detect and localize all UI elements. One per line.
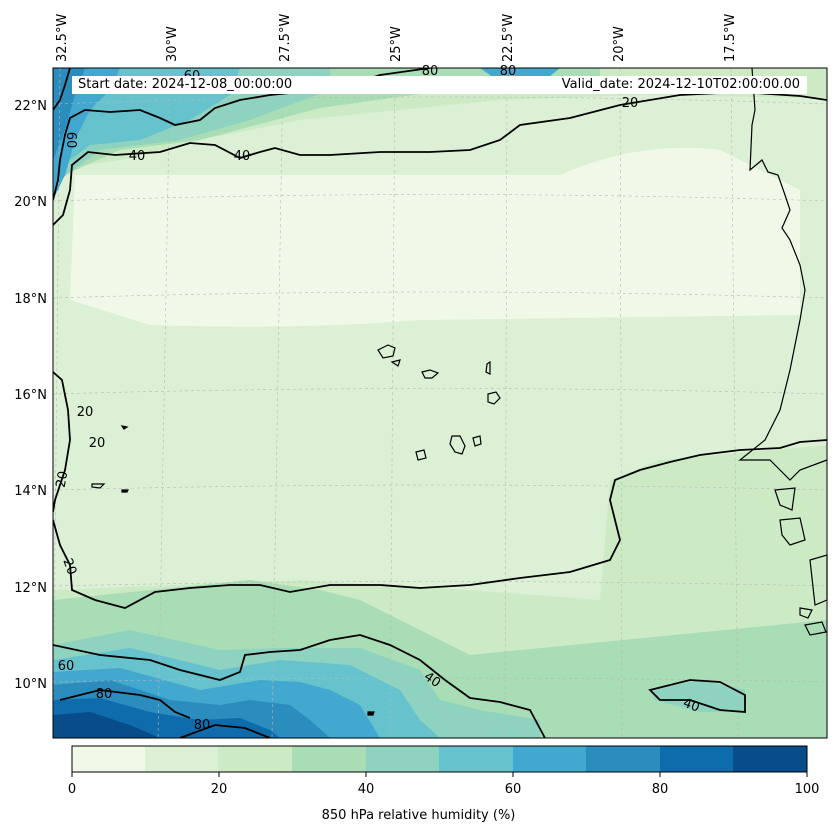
colorbar-ticks [71, 772, 808, 777]
colorbar-segment [218, 746, 292, 772]
fill-70-80-north [53, 68, 85, 160]
contour-label: 20 [59, 556, 79, 577]
colorbar-tick-label: 0 [68, 782, 76, 797]
lon-label: 30°W [165, 26, 180, 62]
contour-label: 40 [129, 149, 146, 164]
colorbar-tick-label: 40 [358, 782, 375, 797]
colorbar-frame [71, 745, 808, 773]
colorbar-tick-label: 100 [795, 782, 820, 797]
contour-label: 20 [89, 436, 106, 451]
coastlines [91, 67, 828, 716]
contour-label: 40 [234, 149, 251, 164]
colorbar-segment [660, 746, 734, 772]
contour-label: 80 [500, 64, 517, 79]
colorbar-segment [292, 746, 366, 772]
contour-label: 40 [681, 696, 702, 716]
lon-label: 20°W [612, 26, 627, 62]
lon-label: 17.5°W [723, 14, 738, 62]
colorbar-tick-label: 80 [652, 782, 669, 797]
colorbar-segment [513, 746, 587, 772]
colorbar-segment [72, 746, 146, 772]
fill-0-10 [70, 147, 800, 327]
lat-label: 14°N [14, 484, 47, 499]
colorbar-title: 850 hPa relative humidity (%) [321, 808, 516, 823]
contour-label: 80 [422, 64, 439, 79]
map-frame [52, 67, 828, 739]
colorbar: 0 20 40 60 80 100 [68, 745, 820, 797]
lon-label: 32.5°W [55, 14, 70, 62]
lon-label: 25°W [389, 26, 404, 62]
colorbar-tick-label: 60 [505, 782, 522, 797]
contour-label: 80 [96, 687, 113, 702]
colorbar-segment [586, 746, 660, 772]
contour-label: 80 [194, 718, 211, 733]
contour-label: 20 [54, 470, 72, 489]
date-info-bar: Start date: 2024-12-08_00:00:00 Valid_da… [72, 76, 807, 94]
start-date: Start date: 2024-12-08_00:00:00 [78, 77, 293, 92]
colorbar-segment [145, 746, 219, 772]
lat-label: 12°N [14, 581, 47, 596]
fill-90-100-south [53, 712, 160, 738]
fill-40-50-east [650, 680, 745, 712]
colorbar-segment [366, 746, 440, 772]
lat-label: 10°N [14, 677, 47, 692]
valid-date: Valid_date: 2024-12-10T02:00:00.00 [561, 77, 800, 92]
longitude-labels: 32.5°W 30°W 27.5°W 25°W 22.5°W 20°W 17.5… [55, 14, 738, 62]
lat-label: 16°N [14, 388, 47, 403]
humidity-fill [53, 68, 827, 738]
lat-label: 18°N [14, 292, 47, 307]
lon-label: 22.5°W [501, 14, 516, 62]
lat-label: 20°N [14, 195, 47, 210]
contour-label: 20 [622, 96, 639, 111]
colorbar-segment [733, 746, 807, 772]
contour-label: 60 [58, 659, 75, 674]
graticule [53, 68, 827, 738]
latitude-labels: 22°N 20°N 18°N 16°N 14°N 12°N 10°N [14, 99, 47, 692]
lat-label: 22°N [14, 99, 47, 114]
colorbar-tick-label: 20 [211, 782, 228, 797]
colorbar-segment [439, 746, 513, 772]
contour-label: 20 [77, 405, 94, 420]
lon-label: 27.5°W [278, 14, 293, 62]
contour-label: 60 [63, 132, 78, 149]
